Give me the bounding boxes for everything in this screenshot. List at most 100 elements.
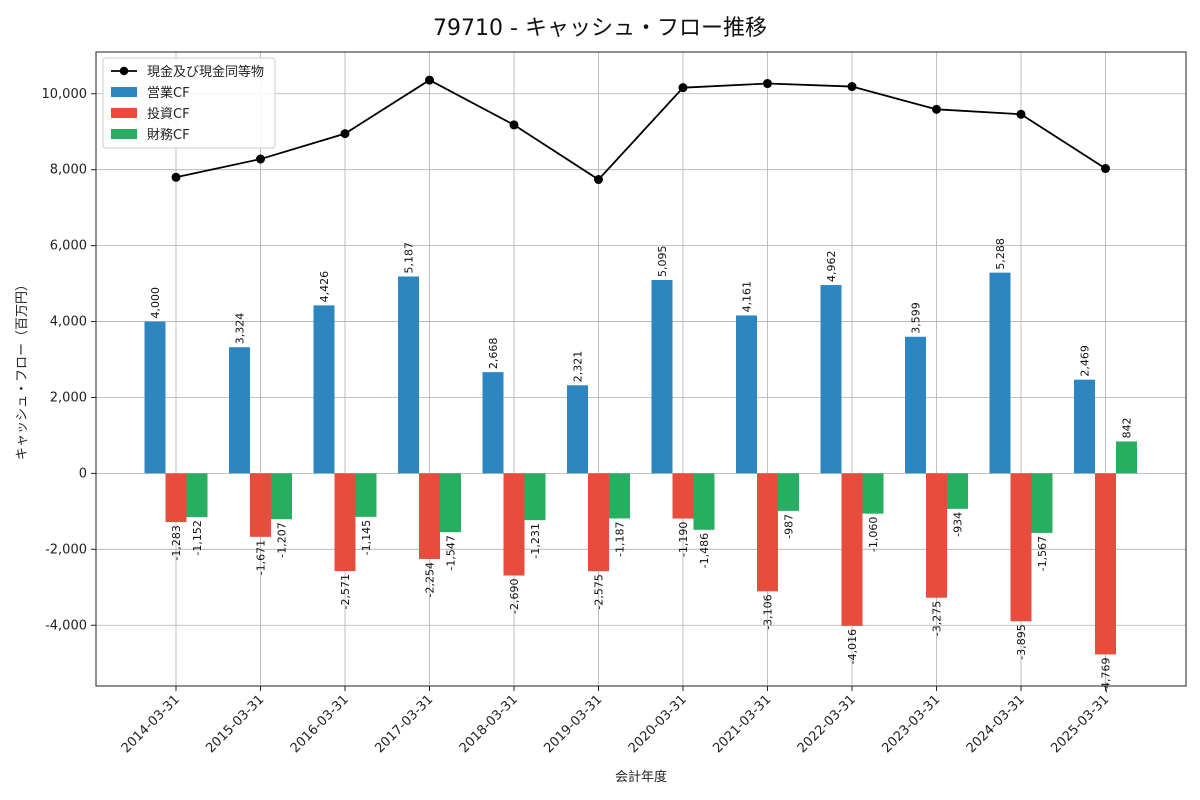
line-point-2016-03-31 [340,129,350,139]
data-label: -4,016 [846,629,859,664]
line-現金及び現金同等物 [175,79,1106,181]
x-tick-label: 2017-03-31 [372,692,436,756]
bar-layer [144,272,1137,655]
data-label: -1,486 [698,533,711,568]
bar-営業CF-2016-03-31 [313,305,335,474]
data-label: -1,207 [276,522,289,557]
bar-財務CF-2016-03-31 [355,473,377,517]
bar-投資CF-2019-03-31 [588,473,609,572]
y-tick-label: 0 [79,466,87,481]
bar-財務CF-2015-03-31 [271,473,292,520]
data-label: -2,254 [424,562,437,597]
line-point-2025-03-31 [1101,164,1110,174]
data-label: -2,690 [508,579,521,614]
data-label: -3,895 [1015,624,1028,659]
line-point-2022-03-31 [847,82,857,92]
x-tick-label: 2016-03-31 [288,692,352,756]
x-tick-label: 2019-03-31 [541,692,605,756]
bar-財務CF-2023-03-31 [947,473,968,509]
x-tick-label: 2025-03-31 [1048,692,1112,756]
data-label: -1,060 [867,517,880,552]
x-tick-label: 2020-03-31 [626,692,690,756]
bar-財務CF-2021-03-31 [778,473,799,511]
data-label: -1,283 [170,525,183,560]
legend-entry: 営業CF [147,85,190,101]
line-point-2023-03-31 [932,104,941,114]
line-point-2017-03-31 [425,75,434,85]
data-label: -1,547 [445,535,458,570]
line-point-2020-03-31 [678,83,688,93]
bar-投資CF-2016-03-31 [334,473,356,572]
x-tick-label: 2024-03-31 [964,692,1028,756]
bar-財務CF-2020-03-31 [693,473,715,530]
legend-entry: 投資CF [147,106,190,122]
bar-財務CF-2018-03-31 [524,473,546,521]
line-point-2021-03-31 [763,79,772,89]
data-label: -2,575 [593,574,606,609]
bar-投資CF-2017-03-31 [419,473,440,559]
data-label: 3,599 [910,302,923,334]
data-label: 5,288 [994,238,1007,270]
bar-投資CF-2022-03-31 [841,473,863,626]
bar-営業CF-2020-03-31 [651,279,673,474]
data-label: -3,275 [931,601,944,636]
bar-投資CF-2025-03-31 [1095,473,1116,655]
y-tick-label: 10,000 [42,87,88,102]
legend-entry: 財務CF [147,128,190,143]
y-tick-label: 8,000 [50,163,87,178]
bar-投資CF-2014-03-31 [165,473,187,523]
data-label: 5,095 [656,245,669,277]
data-label: -1,190 [677,522,690,557]
bar-投資CF-2018-03-31 [503,473,525,576]
bar-財務CF-2017-03-31 [440,473,461,533]
data-label: 4,161 [741,281,754,313]
bar-営業CF-2017-03-31 [398,276,419,474]
bar-営業CF-2021-03-31 [736,315,757,474]
bar-営業CF-2022-03-31 [820,285,842,474]
x-tick-label: 2022-03-31 [795,692,859,756]
legend-box [102,57,276,149]
label-layer: 4,000 3,324 4,426 5,187 2,668 2,321 5,095 4,161… [149,238,1134,693]
line-point-2018-03-31 [509,120,519,130]
bar-営業CF-2024-03-31 [989,272,1011,474]
line-layer [171,75,1110,185]
data-label: -4,769 [1100,657,1113,692]
bar-投資CF-2021-03-31 [757,473,778,592]
x-tick-label: 2021-03-31 [710,692,774,756]
data-label: 842 [1121,417,1134,438]
data-label: -2,571 [339,574,352,609]
bar-財務CF-2024-03-31 [1031,473,1053,533]
data-label: 2,321 [572,351,585,383]
x-axis-label: 会計年度 [615,769,667,785]
bar-営業CF-2025-03-31 [1074,379,1095,474]
legend-swatch [111,87,137,97]
x-tick-label: 2018-03-31 [457,692,521,756]
plot-frame [95,51,1187,687]
legend-marker [119,66,129,76]
bar-営業CF-2018-03-31 [482,372,504,474]
bar-投資CF-2015-03-31 [250,473,271,537]
data-label: -1,145 [360,520,373,555]
line-point-2014-03-31 [171,172,181,182]
bar-財務CF-2022-03-31 [862,473,884,514]
bar-財務CF-2014-03-31 [186,473,208,518]
data-label: 4,426 [318,271,331,303]
data-label: -1,567 [1036,536,1049,571]
x-tick-label: 2023-03-31 [879,692,943,756]
data-label: -1,152 [191,520,204,555]
bar-財務CF-2019-03-31 [609,473,630,519]
data-label: 3,324 [234,313,247,345]
data-label: 2,469 [1079,345,1092,377]
data-label: -1,671 [255,540,268,575]
data-label: -934 [952,512,965,537]
legend-swatch [111,129,137,139]
line-point-2015-03-31 [256,154,265,164]
legend-entry: 現金及び現金同等物 [147,64,264,80]
bar-財務CF-2025-03-31 [1116,441,1137,474]
y-tick-label: -2,000 [45,542,87,557]
legend-swatch [111,108,137,118]
chart-title: 79710 - キャッシュ・フロー推移 [433,16,767,41]
bar-営業CF-2015-03-31 [229,347,250,474]
